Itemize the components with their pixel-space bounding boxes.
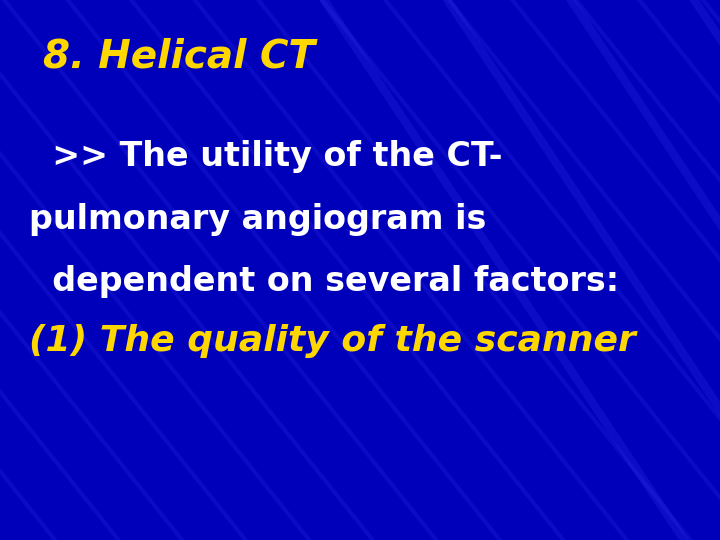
Text: pulmonary angiogram is: pulmonary angiogram is xyxy=(29,202,486,235)
Text: dependent on several factors:: dependent on several factors: xyxy=(29,265,619,298)
Text: 8. Helical CT: 8. Helical CT xyxy=(43,38,315,76)
Text: >> The utility of the CT-: >> The utility of the CT- xyxy=(29,140,503,173)
Text: (1) The quality of the scanner: (1) The quality of the scanner xyxy=(29,324,636,358)
